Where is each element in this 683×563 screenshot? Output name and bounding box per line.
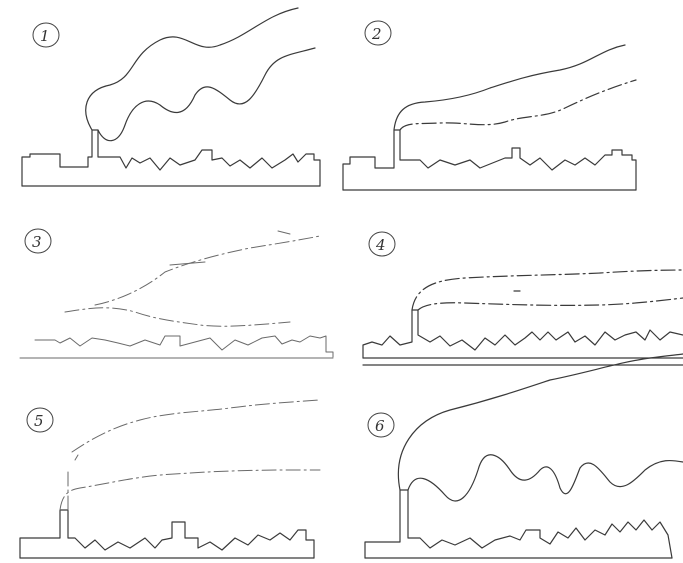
panel-2: 2 [342, 20, 637, 191]
panel-3: 3 [19, 228, 334, 359]
panel-1: 1 [21, 7, 321, 187]
panel-4-number: 4 [375, 236, 386, 254]
panel-3-label: 3 [24, 228, 52, 254]
panel-5-ground [19, 509, 315, 559]
panel-5-plume [59, 399, 321, 511]
panel-4: 4 [362, 231, 683, 366]
panel-4-label: 4 [368, 231, 396, 257]
panel-5-number: 5 [34, 412, 44, 430]
panel-5: 5 [19, 399, 321, 559]
panel-2-plume [393, 44, 637, 131]
panel-3-ground [19, 335, 334, 359]
panel-1-plume [85, 7, 316, 142]
panel-6-label: 6 [367, 412, 395, 438]
panel-2-ground [342, 129, 637, 191]
panel-6-plume [397, 353, 683, 502]
panel-5-label: 5 [26, 407, 54, 433]
panel-6-number: 6 [375, 417, 385, 435]
panel-1-number: 1 [40, 27, 50, 45]
panel-2-number: 2 [371, 25, 382, 43]
panel-6: 6 [364, 353, 683, 559]
panel-2-label: 2 [364, 20, 392, 46]
panel-6-ground [364, 489, 673, 559]
panel-1-label: 1 [32, 22, 60, 48]
panel-3-plume [64, 230, 321, 327]
panel-4-ground [362, 309, 683, 366]
panel-4-plume [411, 269, 683, 311]
panel-1-ground [21, 129, 321, 187]
panel-3-number: 3 [32, 233, 42, 251]
